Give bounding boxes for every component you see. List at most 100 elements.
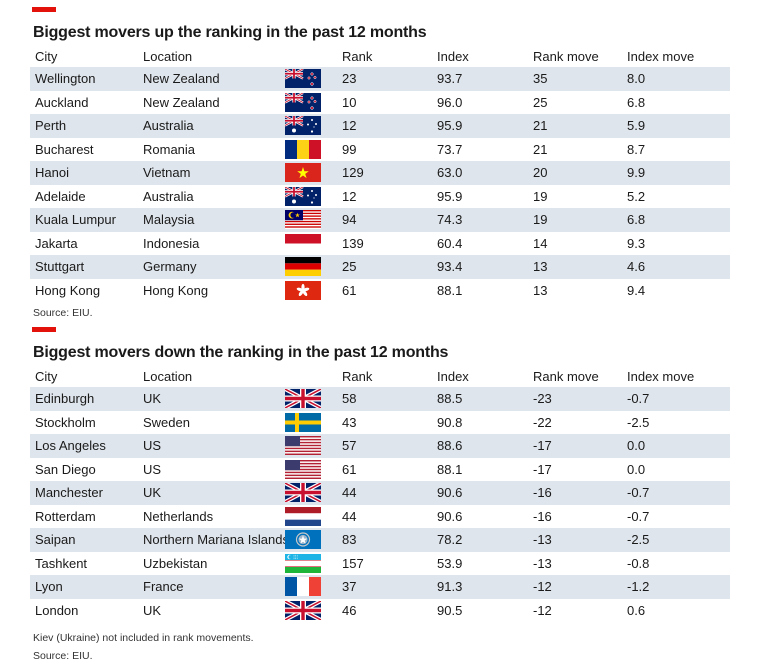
index-cell: 93.7: [437, 71, 463, 86]
location-cell: Australia: [143, 118, 194, 133]
index-move-cell: 9.3: [627, 235, 646, 251]
uk-flag: [285, 389, 321, 408]
rank-cell: 61: [342, 282, 357, 298]
city-cell: Stuttgart: [35, 259, 85, 274]
uk-flag: [285, 483, 321, 502]
index-cell: 90.8: [437, 414, 463, 430]
location-cell: UK: [143, 391, 162, 406]
index-move-cell: -2.5: [627, 532, 650, 547]
header-city: City: [35, 49, 58, 64]
index-cell: 73.7: [437, 141, 463, 157]
rank-cell: 12: [342, 188, 357, 204]
rank-move-cell: -23: [533, 391, 552, 406]
index-move-cell: -0.8: [627, 555, 650, 571]
table-row: Manchester UK 44 90.6 -16 -0.7: [30, 481, 730, 505]
australia-flag: [285, 116, 321, 135]
index-move-cell: 8.7: [627, 141, 646, 157]
location-cell: Romania: [143, 141, 196, 157]
index-cell: 90.5: [437, 602, 463, 618]
exclusion-note: Kiev (Ukraine) not included in rank move…: [33, 632, 254, 644]
rank-cell: 129: [342, 165, 364, 180]
us-flag: [285, 459, 321, 479]
city-cell: Hanoi: [35, 165, 69, 180]
movers-up-table: Wellington New Zealand 23 93.7 35 8.0 Auckland…: [30, 67, 730, 302]
city-cell: Hong Kong: [35, 282, 101, 298]
location-cell: US: [143, 461, 162, 477]
netherlands-flag: [285, 506, 321, 526]
city-cell: Tashkent: [35, 555, 88, 571]
table-row: Lyon France 37 91.3 -12 -1.2: [30, 575, 730, 599]
index-cell: 91.3: [437, 579, 463, 594]
vietnam-flag: [285, 163, 321, 182]
location-cell: Sweden: [143, 414, 190, 430]
index-move-cell: -0.7: [627, 508, 650, 524]
location-cell: US: [143, 438, 162, 453]
movers-down-title: Biggest movers down the ranking in the p…: [33, 344, 449, 361]
rank-move-cell: 19: [533, 212, 548, 227]
rank-move-cell: 19: [533, 188, 548, 204]
rank-cell: 37: [342, 579, 357, 594]
index-move-cell: 4.6: [627, 259, 646, 274]
uk-flag: [285, 600, 321, 620]
table-row: Saipan Northern Mariana Islands 83 78.2 -13 -…: [30, 528, 730, 552]
australia-flag: [285, 186, 321, 206]
index-cell: 96.0: [437, 94, 463, 110]
index-cell: 90.6: [437, 508, 463, 524]
rank-cell: 139: [342, 235, 364, 251]
city-cell: Bucharest: [35, 141, 94, 157]
table-row: Tashkent Uzbekistan 157 53.9 -13 -0.8: [30, 551, 730, 575]
rank-cell: 61: [342, 461, 357, 477]
location-cell: Malaysia: [143, 212, 195, 227]
rank-cell: 46: [342, 602, 357, 618]
rank-cell: 99: [342, 141, 357, 157]
rank-cell: 43: [342, 414, 357, 430]
city-cell: Kuala Lumpur: [35, 212, 116, 227]
location-cell: UK: [143, 602, 162, 618]
table-row: Perth Australia 12 95.9 21 5.9: [30, 114, 730, 138]
location-cell: New Zealand: [143, 71, 220, 86]
city-cell: Manchester: [35, 485, 103, 500]
rank-cell: 94: [342, 212, 357, 227]
header-rank: Rank: [342, 369, 373, 384]
location-cell: Indonesia: [143, 235, 200, 251]
table-row: Bucharest Romania 99 73.7 21 8.7: [30, 137, 730, 161]
index-cell: 74.3: [437, 212, 463, 227]
rank-move-cell: -17: [533, 438, 552, 453]
index-move-cell: 5.2: [627, 188, 646, 204]
city-cell: Lyon: [35, 579, 63, 594]
index-move-cell: -2.5: [627, 414, 650, 430]
rank-cell: 58: [342, 391, 357, 406]
location-cell: Australia: [143, 188, 194, 204]
rank-move-cell: 13: [533, 259, 548, 274]
rank-move-cell: 14: [533, 235, 548, 251]
rank-cell: 23: [342, 71, 357, 86]
table-row: Edinburgh UK 58 88.5 -23 -0.7: [30, 387, 730, 411]
city-cell: San Diego: [35, 461, 96, 477]
header-rank-move: Rank move: [533, 49, 599, 64]
rank-move-cell: -17: [533, 461, 552, 477]
index-move-cell: 5.9: [627, 118, 646, 133]
index-cell: 88.1: [437, 282, 463, 298]
rank-cell: 12: [342, 118, 357, 133]
us-flag: [285, 436, 321, 455]
hong-kong-flag: [285, 280, 321, 300]
table-header: City Location Rank Index Rank move Index…: [30, 367, 730, 387]
city-cell: Jakarta: [35, 235, 78, 251]
index-cell: 90.6: [437, 485, 463, 500]
table-row: Adelaide Australia 12 95.9 19 5.2: [30, 184, 730, 208]
movers-up-title: Biggest movers up the ranking in the pas…: [33, 24, 427, 41]
index-cell: 95.9: [437, 188, 463, 204]
rank-move-cell: -13: [533, 555, 552, 571]
rank-move-cell: 20: [533, 165, 548, 180]
index-cell: 78.2: [437, 532, 463, 547]
sweden-flag: [285, 412, 321, 432]
rank-move-cell: -16: [533, 508, 552, 524]
table-row: Kuala Lumpur Malaysia 94 74.3 19 6.8: [30, 208, 730, 232]
new-zealand-flag: [285, 69, 321, 88]
city-cell: Saipan: [35, 532, 76, 547]
table-row: Jakarta Indonesia 139 60.4 14 9.3: [30, 231, 730, 255]
location-cell: UK: [143, 485, 162, 500]
rank-cell: 44: [342, 508, 357, 524]
rank-move-cell: -13: [533, 532, 552, 547]
malaysia-flag: [285, 210, 321, 229]
